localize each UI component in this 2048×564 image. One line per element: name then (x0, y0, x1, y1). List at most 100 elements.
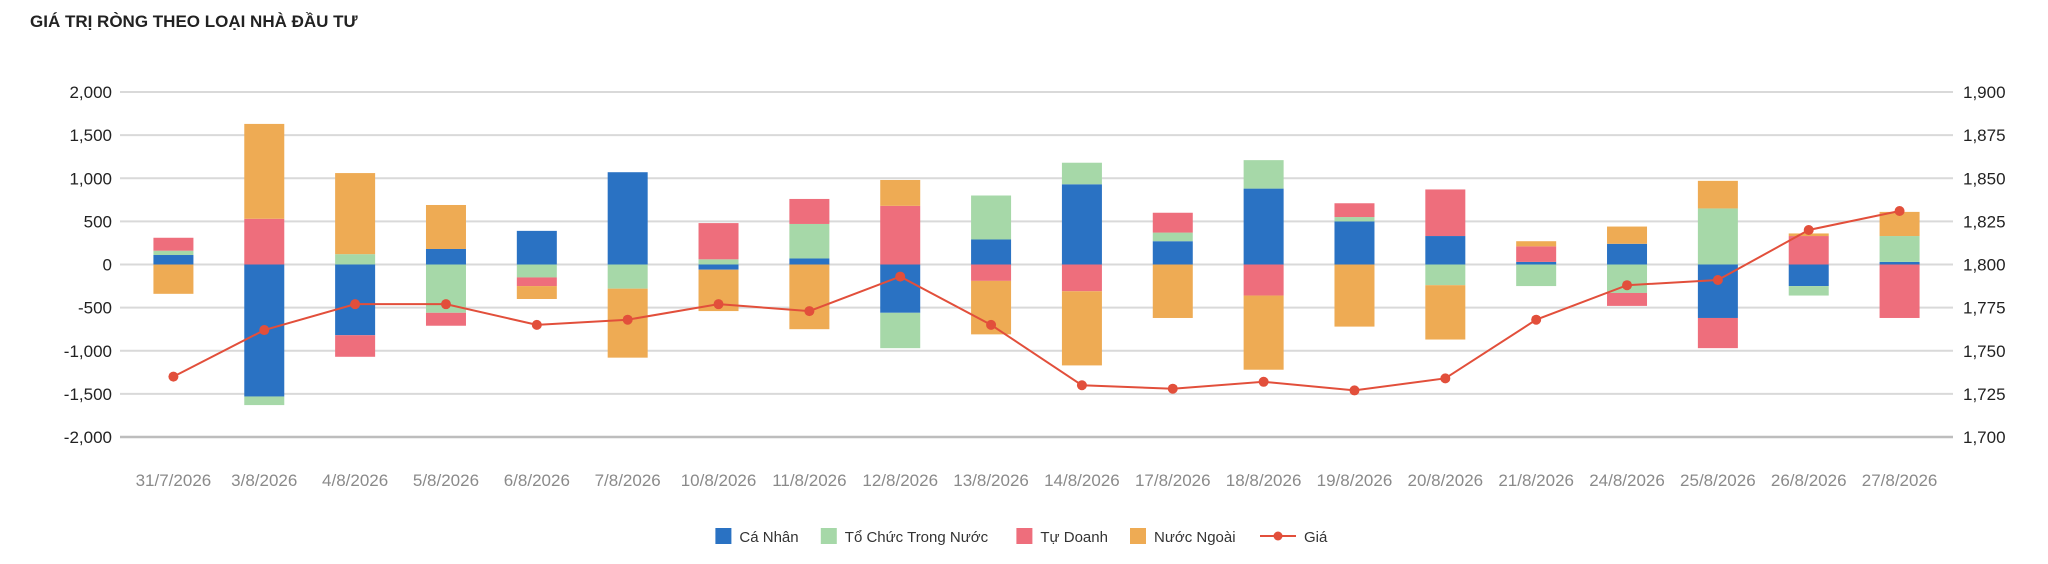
legend: Cá Nhân Tổ Chức Trong Nước Tự Doanh Nước Ng… (715, 528, 1328, 546)
price-point (986, 319, 997, 330)
x-axis-tick-label: 12/8/2026 (862, 471, 938, 490)
bar-ca-nhan (1607, 243, 1648, 265)
bar-nuoc-ngoai (1425, 285, 1466, 340)
price-point (440, 299, 451, 310)
price-point (1440, 373, 1451, 384)
bar-to-chuc-trong-nuoc (789, 223, 830, 259)
bar-tu-doanh (1061, 264, 1102, 292)
right-axis-tick-label: 1,825 (1963, 212, 2006, 231)
right-axis-tick-label: 1,875 (1963, 126, 2006, 145)
left-axis-tick-label: 1,000 (69, 169, 112, 188)
legend-swatch-marker (1273, 531, 1283, 541)
bar-ca-nhan (1152, 241, 1193, 265)
left-axis-tick-label: 1,500 (69, 126, 112, 145)
right-axis-tick-label: 1,775 (1963, 299, 2006, 318)
price-point (1167, 383, 1178, 394)
grid-lines (120, 91, 1953, 439)
bar-to-chuc-trong-nuoc (971, 195, 1012, 240)
right-axis-tick-label: 1,900 (1963, 83, 2006, 102)
bar-to-chuc-trong-nuoc (335, 254, 376, 265)
price-point (1894, 206, 1905, 217)
right-axis-tick-label: 1,800 (1963, 256, 2006, 275)
bar-to-chuc-trong-nuoc (1152, 232, 1193, 242)
bar-to-chuc-trong-nuoc (516, 264, 557, 278)
legend-item-ca-nhan: Cá Nhân (715, 528, 799, 546)
price-point (1258, 376, 1269, 387)
bar-tu-doanh (244, 218, 285, 265)
x-axis-tick-label: 19/8/2026 (1317, 471, 1393, 490)
legend-label: Tổ Chức Trong Nước (845, 529, 989, 546)
x-axis-tick-label: 4/8/2026 (322, 471, 388, 490)
bar-to-chuc-trong-nuoc (1516, 264, 1557, 287)
bar-tu-doanh (1516, 246, 1557, 262)
bar-ca-nhan (1061, 184, 1102, 265)
bar-ca-nhan (1879, 261, 1920, 265)
left-axis-tick-label: 500 (84, 212, 112, 231)
price-point (1712, 275, 1723, 286)
price-point (350, 299, 361, 310)
bar-nuoc-ngoai (1243, 295, 1284, 370)
bar-ca-nhan (1516, 261, 1557, 265)
bar-to-chuc-trong-nuoc (1697, 208, 1738, 265)
bar-to-chuc-trong-nuoc (153, 250, 194, 256)
x-axis-tick-label: 27/8/2026 (1862, 471, 1938, 490)
left-axis-tick-label: -2,000 (64, 428, 112, 447)
price-line (168, 206, 1905, 396)
x-axis-tick-label: 20/8/2026 (1408, 471, 1484, 490)
bar-nuoc-ngoai (1607, 226, 1648, 244)
bar-ca-nhan (1788, 264, 1829, 287)
legend-swatch (1130, 528, 1146, 544)
right-axis-tick-label: 1,700 (1963, 428, 2006, 447)
bar-nuoc-ngoai (1697, 180, 1738, 209)
bar-nuoc-ngoai (425, 204, 466, 249)
left-axis-tick-label: 2,000 (69, 83, 112, 102)
x-axis-tick-label: 14/8/2026 (1044, 471, 1120, 490)
price-point (1076, 380, 1087, 391)
bar-ca-nhan (607, 172, 648, 265)
bar-tu-doanh (335, 335, 376, 357)
bar-nuoc-ngoai (1516, 241, 1557, 247)
bar-tu-doanh (789, 198, 830, 224)
left-axis-tick-label: -1,500 (64, 385, 112, 404)
legend-item-to-chuc-trong-nuoc: Tổ Chức Trong Nước (820, 528, 989, 546)
bar-tu-doanh (1697, 317, 1738, 349)
bar-tu-doanh (1607, 292, 1648, 306)
bar-ca-nhan (698, 264, 739, 270)
stacked-bars (153, 123, 1920, 406)
right-axis-tick-label: 1,750 (1963, 342, 2006, 361)
bar-tu-doanh (516, 277, 557, 287)
x-axis-tick-label: 24/8/2026 (1589, 471, 1665, 490)
right-axis-tick-label: 1,850 (1963, 169, 2006, 188)
left-axis-ticks: 2,000 1,500 1,000 500 0 -500 -1,000 -1,500 -2,00… (64, 83, 112, 447)
x-axis-tick-label: 11/8/2026 (772, 471, 846, 490)
price-point (804, 306, 815, 317)
legend-label: Cá Nhân (739, 529, 798, 546)
bar-tu-doanh (1334, 203, 1375, 218)
right-axis-tick-label: 1,725 (1963, 385, 2006, 404)
bar-nuoc-ngoai (335, 173, 376, 255)
bar-ca-nhan (1243, 188, 1284, 265)
x-axis-tick-label: 13/8/2026 (953, 471, 1029, 490)
bar-tu-doanh (971, 264, 1012, 281)
bar-nuoc-ngoai (1061, 291, 1102, 366)
legend-item-nuoc-ngoai: Nước Ngoài (1130, 528, 1236, 546)
bar-to-chuc-trong-nuoc (1334, 217, 1375, 222)
legend-label: Tự Doanh (1040, 529, 1108, 546)
x-axis-ticks: 31/7/2026 3/8/2026 4/8/2026 5/8/2026 6/8/202… (136, 471, 1938, 490)
bar-nuoc-ngoai (789, 264, 830, 330)
bar-ca-nhan (789, 258, 830, 265)
bar-to-chuc-trong-nuoc (1425, 264, 1466, 286)
x-axis-tick-label: 5/8/2026 (413, 471, 479, 490)
bar-tu-doanh (1879, 264, 1920, 318)
price-point (1349, 385, 1360, 396)
bar-nuoc-ngoai (1152, 264, 1193, 318)
bar-tu-doanh (153, 237, 194, 251)
x-axis-tick-label: 31/7/2026 (136, 471, 212, 490)
x-axis-tick-label: 3/8/2026 (231, 471, 297, 490)
bar-ca-nhan (516, 230, 557, 265)
left-axis-tick-label: -1,000 (64, 342, 112, 361)
price-point (622, 314, 633, 325)
x-axis-tick-label: 10/8/2026 (681, 471, 757, 490)
chart-title: GIÁ TRỊ RÒNG THEO LOẠI NHÀ ĐẦU TƯ (30, 12, 358, 31)
